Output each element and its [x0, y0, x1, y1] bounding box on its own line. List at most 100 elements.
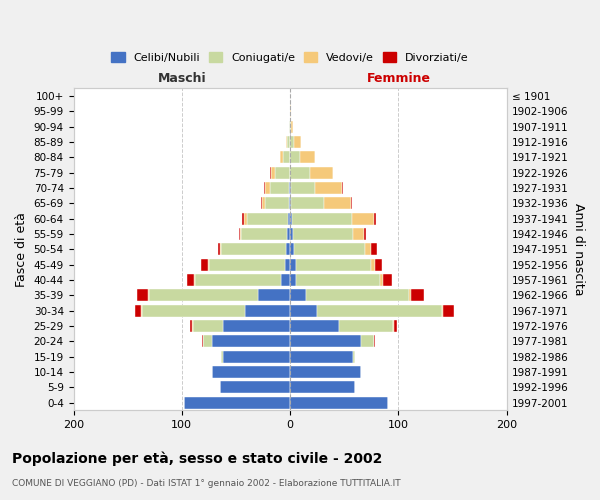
Bar	[291, 120, 293, 132]
Bar	[365, 244, 371, 256]
Bar	[383, 274, 392, 286]
Bar	[194, 274, 195, 286]
Bar	[374, 212, 376, 224]
Bar	[289, 198, 290, 209]
Bar	[290, 212, 292, 224]
Bar	[342, 182, 343, 194]
Bar	[247, 212, 288, 224]
Bar	[296, 274, 380, 286]
Bar	[275, 166, 290, 178]
Legend: Celibi/Nubili, Coniugati/e, Vedovi/e, Divorziati/e: Celibi/Nubili, Coniugati/e, Vedovi/e, Di…	[108, 49, 472, 66]
Bar	[239, 228, 241, 240]
Bar	[291, 182, 315, 194]
Y-axis label: Fasce di età: Fasce di età	[15, 212, 28, 286]
Bar	[202, 336, 203, 347]
Bar	[241, 228, 287, 240]
Bar	[290, 152, 300, 164]
Text: Maschi: Maschi	[158, 72, 206, 86]
Bar	[283, 152, 290, 164]
Bar	[364, 228, 366, 240]
Bar	[290, 120, 291, 132]
Bar	[290, 258, 296, 270]
Bar	[262, 198, 265, 209]
Bar	[361, 336, 374, 347]
Bar	[290, 106, 291, 118]
Bar	[195, 274, 281, 286]
Bar	[339, 320, 393, 332]
Text: Femmine: Femmine	[367, 72, 430, 86]
Bar	[218, 244, 220, 256]
Bar	[290, 182, 291, 194]
Bar	[323, 198, 351, 209]
Bar	[223, 350, 290, 362]
Bar	[223, 320, 290, 332]
Bar	[287, 136, 290, 148]
Bar	[307, 290, 409, 302]
Bar	[286, 136, 287, 148]
Bar	[290, 396, 388, 408]
Bar	[290, 304, 317, 316]
Bar	[286, 244, 290, 256]
Bar	[292, 212, 352, 224]
Bar	[245, 304, 290, 316]
Bar	[221, 244, 286, 256]
Bar	[291, 198, 323, 209]
Bar	[290, 366, 361, 378]
Bar	[221, 350, 223, 362]
Bar	[287, 228, 290, 240]
Bar	[148, 290, 149, 302]
Bar	[290, 244, 295, 256]
Bar	[371, 258, 374, 270]
Bar	[352, 212, 374, 224]
Bar	[269, 182, 289, 194]
Bar	[187, 274, 194, 286]
Bar	[271, 166, 275, 178]
Bar	[290, 198, 291, 209]
Bar	[353, 228, 364, 240]
Bar	[351, 198, 352, 209]
Bar	[442, 304, 443, 316]
Bar	[264, 182, 265, 194]
Bar	[265, 198, 289, 209]
Bar	[300, 152, 315, 164]
Bar	[184, 396, 290, 408]
Text: COMUNE DI VEGGIANO (PD) - Dati ISTAT 1° gennaio 2002 - Elaborazione TUTTITALIA.I: COMUNE DI VEGGIANO (PD) - Dati ISTAT 1° …	[12, 479, 401, 488]
Bar	[295, 244, 365, 256]
Bar	[212, 336, 290, 347]
Bar	[289, 120, 290, 132]
Bar	[290, 274, 296, 286]
Bar	[290, 320, 339, 332]
Bar	[290, 166, 310, 178]
Bar	[374, 258, 382, 270]
Bar	[353, 350, 355, 362]
Bar	[140, 304, 142, 316]
Bar	[281, 274, 290, 286]
Bar	[290, 228, 293, 240]
Text: Popolazione per età, sesso e stato civile - 2002: Popolazione per età, sesso e stato civil…	[12, 451, 382, 466]
Bar	[290, 350, 353, 362]
Bar	[202, 258, 208, 270]
Bar	[380, 274, 383, 286]
Bar	[315, 182, 342, 194]
Bar	[289, 182, 290, 194]
Bar	[409, 290, 412, 302]
Bar	[135, 304, 140, 316]
Bar	[257, 290, 290, 302]
Bar	[261, 198, 262, 209]
Bar	[317, 304, 442, 316]
Bar	[280, 152, 283, 164]
Bar	[269, 166, 271, 178]
Bar	[393, 320, 394, 332]
Bar	[208, 258, 209, 270]
Bar	[190, 320, 191, 332]
Bar	[191, 320, 193, 332]
Bar	[295, 136, 301, 148]
Bar	[265, 182, 269, 194]
Bar	[285, 258, 290, 270]
Y-axis label: Anni di nascita: Anni di nascita	[572, 203, 585, 296]
Bar	[209, 258, 285, 270]
Bar	[290, 136, 295, 148]
Bar	[290, 290, 307, 302]
Bar	[290, 382, 355, 394]
Bar	[193, 320, 223, 332]
